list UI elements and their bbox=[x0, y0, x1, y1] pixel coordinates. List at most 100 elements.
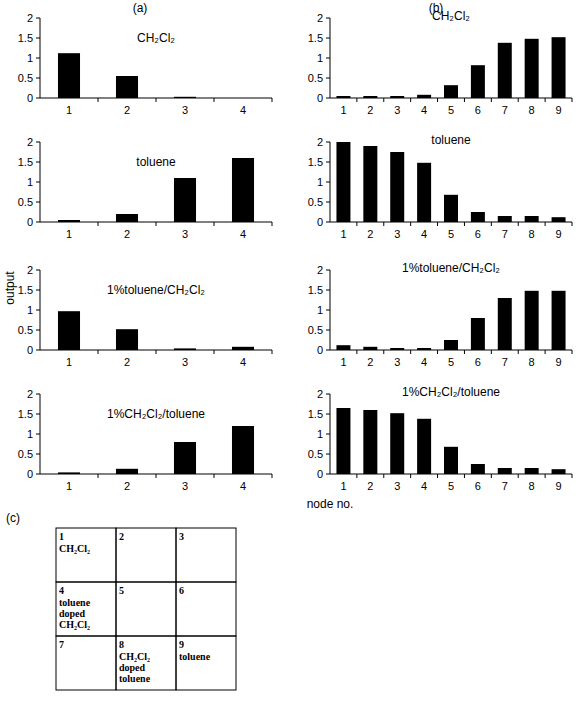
x-tick-label: 2 bbox=[367, 104, 373, 116]
x-tick-label: 4 bbox=[240, 480, 246, 492]
y-tick-label: 1.5 bbox=[18, 284, 33, 296]
y-tick bbox=[36, 310, 40, 311]
map-cell bbox=[116, 528, 176, 582]
chart-title: CH₂Cl₂ bbox=[137, 31, 175, 45]
y-tick bbox=[326, 394, 330, 395]
bar bbox=[552, 217, 566, 222]
x-tick bbox=[98, 350, 99, 354]
x-tick-label: 1 bbox=[340, 104, 346, 116]
cell-label: toluene bbox=[179, 651, 211, 662]
x-tick-label: 6 bbox=[475, 228, 481, 240]
x-tick-label: 4 bbox=[421, 228, 427, 240]
bar bbox=[498, 298, 512, 350]
bar bbox=[552, 37, 566, 98]
x-tick bbox=[98, 222, 99, 226]
x-tick-label: 3 bbox=[394, 228, 400, 240]
bar bbox=[390, 152, 404, 222]
x-tick-label: 1 bbox=[66, 228, 72, 240]
x-axis bbox=[330, 98, 572, 99]
y-tick-label: 1 bbox=[317, 304, 323, 316]
x-tick bbox=[572, 350, 573, 354]
x-tick bbox=[356, 222, 357, 226]
x-tick-label: 8 bbox=[529, 356, 535, 368]
y-axis-label: output bbox=[3, 271, 17, 305]
y-tick-label: 0.5 bbox=[18, 196, 33, 208]
bars bbox=[58, 311, 254, 350]
y-tick-label: 0 bbox=[27, 468, 33, 480]
bar bbox=[525, 468, 539, 474]
x-tick-label: 8 bbox=[529, 228, 535, 240]
y-tick bbox=[326, 222, 330, 223]
bar bbox=[444, 340, 458, 350]
panel-label: (c) bbox=[6, 511, 20, 525]
y-tick-label: 1.5 bbox=[308, 156, 323, 168]
bar bbox=[444, 85, 458, 98]
y-tick-label: 0.5 bbox=[308, 72, 323, 84]
y-tick-label: 0 bbox=[317, 344, 323, 356]
x-tick bbox=[464, 222, 465, 226]
y-tick-label: 2 bbox=[317, 388, 323, 400]
cell-number: 5 bbox=[119, 585, 124, 596]
x-tick bbox=[156, 350, 157, 354]
cell-number: 8 bbox=[119, 639, 124, 650]
x-tick bbox=[98, 98, 99, 102]
x-tick-label: 2 bbox=[124, 228, 130, 240]
y-tick-label: 1 bbox=[27, 428, 33, 440]
y-tick bbox=[36, 98, 40, 99]
bar bbox=[471, 464, 485, 474]
bar-chart: 00.511.52123456789toluene bbox=[308, 133, 572, 240]
y-tick-label: 0.5 bbox=[308, 196, 323, 208]
x-tick bbox=[572, 98, 573, 102]
x-tick-label: 4 bbox=[421, 356, 427, 368]
x-tick bbox=[437, 474, 438, 478]
y-tick-label: 1 bbox=[27, 52, 33, 64]
x-tick bbox=[518, 98, 519, 102]
x-tick-label: 1 bbox=[66, 104, 72, 116]
map-cell bbox=[176, 528, 236, 582]
y-tick bbox=[36, 162, 40, 163]
y-tick bbox=[36, 474, 40, 475]
x-tick bbox=[464, 474, 465, 478]
x-tick-label: 3 bbox=[182, 356, 188, 368]
x-tick-label: 3 bbox=[394, 356, 400, 368]
bar bbox=[58, 311, 80, 350]
bars bbox=[58, 53, 196, 98]
bar bbox=[525, 216, 539, 222]
y-tick bbox=[326, 202, 330, 203]
x-tick-label: 1 bbox=[340, 356, 346, 368]
x-tick-label: 7 bbox=[502, 356, 508, 368]
chart-title: toluene bbox=[136, 155, 176, 169]
x-tick bbox=[437, 222, 438, 226]
x-tick bbox=[464, 350, 465, 354]
bar bbox=[58, 53, 80, 98]
x-tick-label: 5 bbox=[448, 480, 454, 492]
x-tick-label: 8 bbox=[529, 104, 535, 116]
x-tick-label: 5 bbox=[448, 104, 454, 116]
x-tick bbox=[518, 222, 519, 226]
y-tick bbox=[326, 310, 330, 311]
x-tick-label: 3 bbox=[394, 480, 400, 492]
x-tick-label: 2 bbox=[124, 480, 130, 492]
cell-number: 6 bbox=[179, 585, 184, 596]
bar bbox=[116, 469, 138, 474]
x-tick bbox=[383, 474, 384, 478]
bar-chart: 00.511.521234CH₂Cl₂ bbox=[18, 12, 272, 116]
y-tick bbox=[36, 290, 40, 291]
x-tick-label: 4 bbox=[421, 480, 427, 492]
figure: (a)(b)(c)outputnode no.00.511.521234CH₂C… bbox=[0, 0, 584, 706]
y-tick-label: 1.5 bbox=[18, 156, 33, 168]
bar-chart: 00.511.521234567891%toluene/CH₂Cl₂ bbox=[308, 261, 572, 368]
x-tick bbox=[383, 222, 384, 226]
cell-number: 2 bbox=[119, 531, 124, 542]
x-axis bbox=[330, 350, 572, 351]
x-tick bbox=[410, 222, 411, 226]
y-tick bbox=[36, 58, 40, 59]
y-tick bbox=[326, 454, 330, 455]
bars bbox=[336, 142, 565, 222]
x-tick bbox=[214, 222, 215, 226]
y-tick bbox=[36, 270, 40, 271]
y-tick-label: 0 bbox=[27, 216, 33, 228]
map-cell bbox=[176, 636, 236, 690]
y-tick bbox=[36, 414, 40, 415]
chart-title: 1%toluene/CH₂Cl₂ bbox=[107, 283, 205, 297]
